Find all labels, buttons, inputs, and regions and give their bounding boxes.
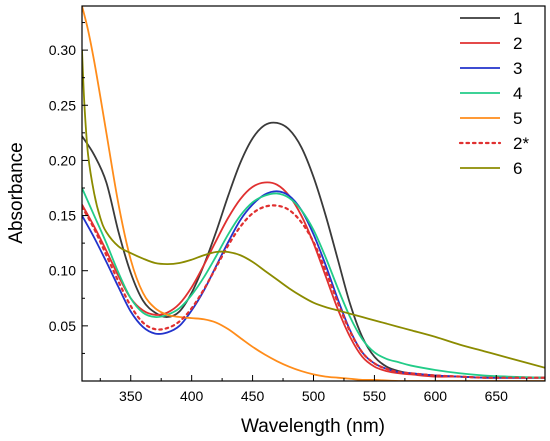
x-tick-label: 350 <box>119 388 143 404</box>
series-line-2-star <box>82 204 545 379</box>
legend-label-4: 4 <box>513 84 522 103</box>
legend-label-6: 6 <box>513 159 522 178</box>
y-tick-label: 0.05 <box>49 318 76 334</box>
legend-label-2: 2 <box>513 34 522 53</box>
series-line-4 <box>82 187 545 379</box>
legend-label-3: 3 <box>513 59 522 78</box>
x-axis-ticks: 350 400 450 500 550 600 650 <box>99 375 528 404</box>
series-line-5 <box>82 6 545 381</box>
y-axis-ticks: 0.05 0.10 0.15 0.20 0.25 0.30 <box>49 22 88 354</box>
plot-frame <box>81 5 546 382</box>
y-tick-label: 0.30 <box>49 42 76 58</box>
y-tick-label: 0.25 <box>49 97 76 113</box>
x-tick-label: 400 <box>180 388 204 404</box>
series-line-6 <box>82 50 545 369</box>
legend: 1 2 3 4 5 2* 6 <box>458 9 529 178</box>
y-axis-title: Absorbance <box>6 142 27 243</box>
legend-label-2-star: 2* <box>513 134 529 153</box>
x-tick-label: 550 <box>363 388 387 404</box>
x-tick-label: 600 <box>424 388 448 404</box>
x-axis-title: Wavelength (nm) <box>241 416 385 437</box>
x-tick-label: 650 <box>485 388 509 404</box>
y-tick-label: 0.20 <box>49 152 76 168</box>
series-layer <box>82 6 545 381</box>
legend-label-5: 5 <box>513 109 522 128</box>
series-line-1 <box>82 121 545 379</box>
legend-label-1: 1 <box>513 9 522 28</box>
y-tick-label: 0.15 <box>49 208 76 224</box>
y-tick-label: 0.10 <box>49 263 76 279</box>
x-tick-label: 450 <box>241 388 265 404</box>
x-tick-label: 500 <box>302 388 326 404</box>
